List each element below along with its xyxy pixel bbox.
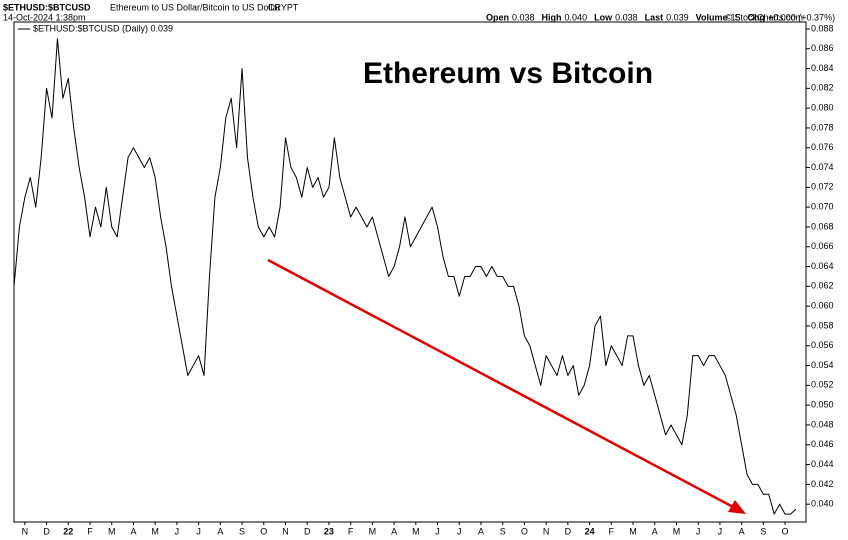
y-tick-label: 0.070 xyxy=(811,202,834,212)
x-tick-label: M xyxy=(412,526,420,536)
y-tick-label: 0.066 xyxy=(811,241,834,251)
timestamp: 14-Oct-2024 1:38pm xyxy=(3,12,86,22)
y-tick-label: 0.080 xyxy=(811,103,834,113)
x-tick-label: J xyxy=(435,526,440,536)
description: Ethereum to US Dollar/Bitcoin to US Doll… xyxy=(110,2,281,12)
y-tick-label: 0.084 xyxy=(811,63,834,73)
y-tick-label: 0.042 xyxy=(811,479,834,489)
x-tick-label: O xyxy=(521,526,528,536)
y-tick-label: 0.046 xyxy=(811,439,834,449)
quote-label: Low xyxy=(594,12,613,22)
credit: © StockCharts.com xyxy=(725,12,803,22)
x-tick-label: J xyxy=(696,526,701,536)
x-tick-label: M xyxy=(151,526,159,536)
x-tick-label: J xyxy=(175,526,180,536)
y-tick-label: 0.050 xyxy=(811,400,834,410)
y-tick-label: 0.064 xyxy=(811,261,834,271)
chart-title: Ethereum vs Bitcoin xyxy=(363,57,653,90)
x-tick-label: A xyxy=(391,526,397,536)
trend-arrow xyxy=(267,258,736,510)
quote-label: High xyxy=(542,12,562,22)
y-tick-label: 0.052 xyxy=(811,380,834,390)
quote-label: Volume xyxy=(696,12,728,22)
quote-value: 15 xyxy=(731,12,741,22)
x-tick-label: A xyxy=(739,526,745,536)
quote-value: 0.039 xyxy=(666,12,689,22)
quote-value: 0.038 xyxy=(512,12,535,22)
x-tick-label: A xyxy=(130,526,136,536)
y-tick-label: 0.072 xyxy=(811,182,834,192)
y-tick-label: 0.088 xyxy=(811,23,834,33)
x-tick-label: A xyxy=(478,526,484,536)
x-tick-label: J xyxy=(196,526,201,536)
x-tick-label: N xyxy=(282,526,289,536)
x-tick-label: M xyxy=(108,526,116,536)
x-tick-label: D xyxy=(43,526,50,536)
x-tick-label: O xyxy=(260,526,267,536)
y-tick-label: 0.054 xyxy=(811,360,834,370)
y-tick-label: 0.082 xyxy=(811,83,834,93)
x-tick-label: A xyxy=(217,526,223,536)
y-tick-label: 0.048 xyxy=(811,419,834,429)
y-tick-label: 0.058 xyxy=(811,320,834,330)
price-line xyxy=(13,38,797,515)
y-tick-label: 0.056 xyxy=(811,340,834,350)
x-tick-label: N xyxy=(543,526,550,536)
x-tick-label: A xyxy=(652,526,658,536)
plot-frame xyxy=(13,21,807,523)
x-tick-label: 22 xyxy=(63,526,73,536)
y-tick-label: 0.076 xyxy=(811,142,834,152)
y-tick-label: 0.044 xyxy=(811,459,834,469)
quote-label: Open xyxy=(486,12,509,22)
x-tick-label: S xyxy=(500,526,506,536)
y-tick-label: 0.086 xyxy=(811,43,834,53)
quote-value: +0.000 (+0.37%) xyxy=(768,12,835,22)
x-tick-label: J xyxy=(718,526,723,536)
arrow-head xyxy=(728,500,746,514)
y-tick-label: 0.040 xyxy=(811,499,834,509)
symbol: $ETHUSD:$BTCUSD xyxy=(3,2,91,12)
exchange: CRYPT xyxy=(268,2,299,12)
x-tick-label: D xyxy=(565,526,572,536)
y-tick-label: 0.078 xyxy=(811,122,834,132)
x-tick-label: M xyxy=(629,526,637,536)
x-tick-label: M xyxy=(673,526,681,536)
quote-label: Last xyxy=(645,12,664,22)
x-tick-label: F xyxy=(348,526,354,536)
x-tick-label: F xyxy=(609,526,615,536)
x-tick-label: F xyxy=(87,526,93,536)
x-tick-label: N xyxy=(22,526,29,536)
quote-value: 0.038 xyxy=(615,12,638,22)
legend-text: $ETHUSD:$BTCUSD (Daily) 0.039 xyxy=(33,23,173,33)
x-tick-label: J xyxy=(457,526,462,536)
x-tick-label: M xyxy=(369,526,377,536)
x-tick-label: O xyxy=(782,526,789,536)
plot: 0.040 0.042 0.044 0.046 0.048 0.050 0.052 0.054… xyxy=(13,23,834,536)
x-tick-label: S xyxy=(239,526,245,536)
y-tick-label: 0.060 xyxy=(811,301,834,311)
quote-label: Chg xyxy=(748,12,766,22)
x-tick-label: S xyxy=(760,526,766,536)
x-tick-label: 23 xyxy=(324,526,334,536)
y-tick-label: 0.068 xyxy=(811,221,834,231)
x-tick-label: 24 xyxy=(585,526,595,536)
y-tick-label: 0.062 xyxy=(811,281,834,291)
quote: Open 0.038 High 0.040 Low 0.038 Last 0.039 Volum… xyxy=(486,12,835,22)
y-tick-label: 0.074 xyxy=(811,162,834,172)
x-tick-label: D xyxy=(304,526,311,536)
quote-value: 0.040 xyxy=(565,12,588,22)
